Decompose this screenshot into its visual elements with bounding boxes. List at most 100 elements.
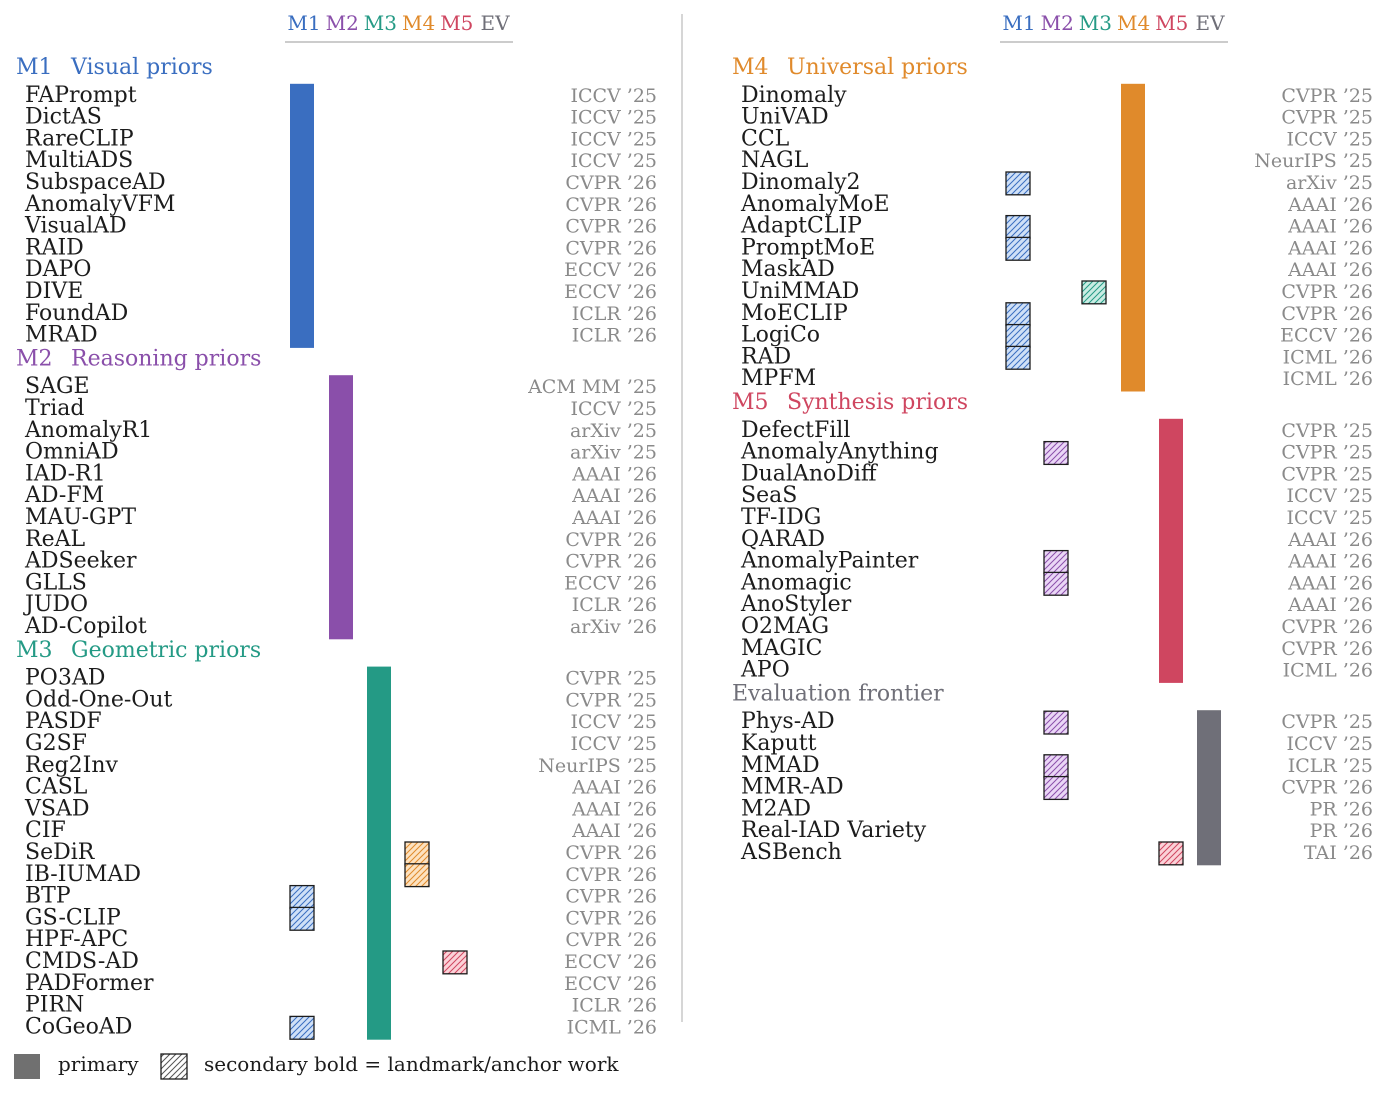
row-anomalyr1: AnomalyR1 arXiv ’25 bbox=[24, 418, 657, 443]
secondary-mark-m5 bbox=[442, 950, 468, 975]
method-venue: ICCV ’25 bbox=[1286, 128, 1373, 150]
method-name: CASL bbox=[25, 775, 88, 800]
header-m4-col1: M4 bbox=[402, 11, 435, 35]
row-rareclip: RareCLIP ICCV ’25 bbox=[25, 126, 657, 151]
row-pirn: PIRN ICLR ’26 bbox=[25, 993, 657, 1018]
header-m1-col2: M1 bbox=[1002, 11, 1035, 35]
method-name: HPF-APC bbox=[25, 927, 128, 952]
method-name: Triad bbox=[25, 396, 84, 421]
method-venue: CVPR ’26 bbox=[1281, 777, 1373, 799]
legend-bold-note: bold = landmark/anchor work bbox=[314, 1052, 619, 1076]
method-venue: NeurIPS ’25 bbox=[1254, 150, 1373, 172]
method-venue: ICCV ’25 bbox=[570, 711, 657, 733]
method-name: TF-IDG bbox=[741, 505, 821, 530]
method-name: RareCLIP bbox=[25, 126, 134, 151]
method-name: ReAL bbox=[25, 527, 85, 552]
method-venue: ICML ’26 bbox=[1283, 346, 1373, 368]
row-padformer: PADFormer ECCV ’26 bbox=[25, 971, 657, 996]
method-name: GLLS bbox=[25, 570, 87, 595]
row-qarad: QARAD AAAI ’26 bbox=[741, 527, 1373, 552]
method-venue: ECCV ’26 bbox=[564, 259, 657, 281]
method-name: Kaputt bbox=[741, 731, 817, 756]
legend-secondary-label: secondary bbox=[204, 1052, 309, 1076]
method-venue: AAAI ’26 bbox=[571, 507, 657, 529]
method-venue: ECCV ’26 bbox=[564, 281, 657, 303]
method-venue: AAAI ’26 bbox=[571, 798, 657, 820]
method-name: VisualAD bbox=[24, 214, 127, 239]
method-name: MPFM bbox=[741, 366, 816, 391]
primary-bar-m3 bbox=[367, 666, 391, 1040]
method-venue: ICLR ’25 bbox=[1288, 755, 1373, 777]
method-name: AnomalyPainter bbox=[740, 549, 919, 574]
method-name: AdaptCLIP bbox=[740, 214, 862, 239]
row-cif: CIF AAAI ’26 bbox=[25, 818, 657, 843]
section-title: Geometric priors bbox=[71, 638, 261, 663]
row-dualanodiff: DualAnoDiff CVPR ’25 bbox=[741, 461, 1373, 486]
primary-bar-m5 bbox=[1159, 418, 1183, 683]
method-venue: CVPR ’26 bbox=[565, 929, 657, 951]
method-name: FAPrompt bbox=[25, 83, 137, 108]
method-venue: AAAI ’26 bbox=[571, 820, 657, 842]
method-venue: CVPR ’26 bbox=[565, 172, 657, 194]
method-name: RAD bbox=[741, 344, 791, 369]
header-ev-col2: EV bbox=[1195, 11, 1225, 35]
row-sage: SAGE ACM MM ’25 bbox=[25, 374, 657, 399]
legend-primary-swatch bbox=[14, 1054, 40, 1079]
method-name: SeaS bbox=[741, 483, 797, 508]
method-venue: CVPR ’26 bbox=[565, 864, 657, 886]
row-adaptclip: AdaptCLIP AAAI ’26 bbox=[740, 214, 1373, 240]
method-venue: CVPR ’25 bbox=[1281, 85, 1373, 107]
legend: primary secondary bold = landmark/anchor w… bbox=[14, 1052, 619, 1080]
row-seas: SeaS ICCV ’25 bbox=[741, 483, 1373, 508]
method-name: AnomalyR1 bbox=[24, 418, 152, 443]
row-o2mag: O2MAG CVPR ’26 bbox=[741, 614, 1373, 639]
method-name: Reg2Inv bbox=[25, 753, 119, 778]
row-multiads: MultiADS ICCV ’25 bbox=[25, 148, 657, 173]
header-m1-col1: M1 bbox=[287, 11, 320, 35]
method-name: CMDS-AD bbox=[25, 949, 139, 974]
header-ev-col1: EV bbox=[480, 11, 510, 35]
method-venue: arXiv ’25 bbox=[570, 420, 657, 442]
legend-secondary-swatch bbox=[160, 1053, 188, 1080]
method-venue: AAAI ’26 bbox=[1287, 237, 1373, 259]
secondary-mark-m3 bbox=[1081, 280, 1107, 305]
section-title: Evaluation frontier bbox=[732, 681, 944, 706]
method-venue: ECCV ’26 bbox=[564, 973, 657, 995]
row-rad: RAD ICML ’26 bbox=[741, 344, 1373, 370]
method-venue: PR ’26 bbox=[1310, 820, 1373, 842]
header-m3-col1: M3 bbox=[364, 11, 397, 35]
row-sedir: SeDiR CVPR ’26 bbox=[25, 840, 657, 866]
method-name: AnomalyAnything bbox=[740, 440, 939, 465]
method-venue: arXiv ’26 bbox=[570, 616, 657, 638]
section-title: Synthesis priors bbox=[787, 390, 968, 415]
row-asbench: ASBench TAI ’26 bbox=[740, 840, 1373, 866]
method-venue: ICCV ’25 bbox=[570, 733, 657, 755]
row-tf-idg: TF-IDG ICCV ’25 bbox=[741, 505, 1373, 530]
row-defectfill: DefectFill CVPR ’25 bbox=[741, 418, 1373, 443]
method-name: CCL bbox=[741, 126, 790, 151]
method-name: Real-IAD Variety bbox=[741, 818, 927, 843]
method-venue: AAAI ’26 bbox=[571, 485, 657, 507]
row-casl: CASL AAAI ’26 bbox=[25, 775, 657, 800]
method-name: DictAS bbox=[25, 105, 102, 130]
method-venue: TAI ’26 bbox=[1304, 842, 1373, 864]
primary-bar-m4 bbox=[1121, 83, 1145, 392]
secondary-mark-m2 bbox=[1043, 710, 1069, 735]
legend-primary-label: primary bbox=[58, 1052, 139, 1076]
method-venue: AAAI ’26 bbox=[1287, 216, 1373, 238]
row-glls: GLLS ECCV ’26 bbox=[25, 570, 657, 595]
method-name: Anomagic bbox=[740, 570, 852, 595]
row-ccl: CCL ICCV ’25 bbox=[741, 126, 1373, 151]
secondary-mark-m1 bbox=[1005, 323, 1031, 349]
row-apo: APO ICML ’26 bbox=[740, 658, 1373, 683]
method-name: DAPO bbox=[25, 257, 91, 282]
method-venue: ICLR ’26 bbox=[572, 325, 657, 347]
row-cogeoad: CoGeoAD ICML ’26 bbox=[25, 1014, 657, 1040]
primary-bar-m2 bbox=[329, 375, 353, 640]
method-venue: PR ’26 bbox=[1310, 798, 1373, 820]
header-m2-col2: M2 bbox=[1041, 11, 1074, 35]
row-unimmad: UniMMAD CVPR ’26 bbox=[741, 279, 1373, 305]
method-name: OmniAD bbox=[25, 440, 119, 465]
row-phys-ad: Phys-AD CVPR ’25 bbox=[741, 709, 1373, 735]
